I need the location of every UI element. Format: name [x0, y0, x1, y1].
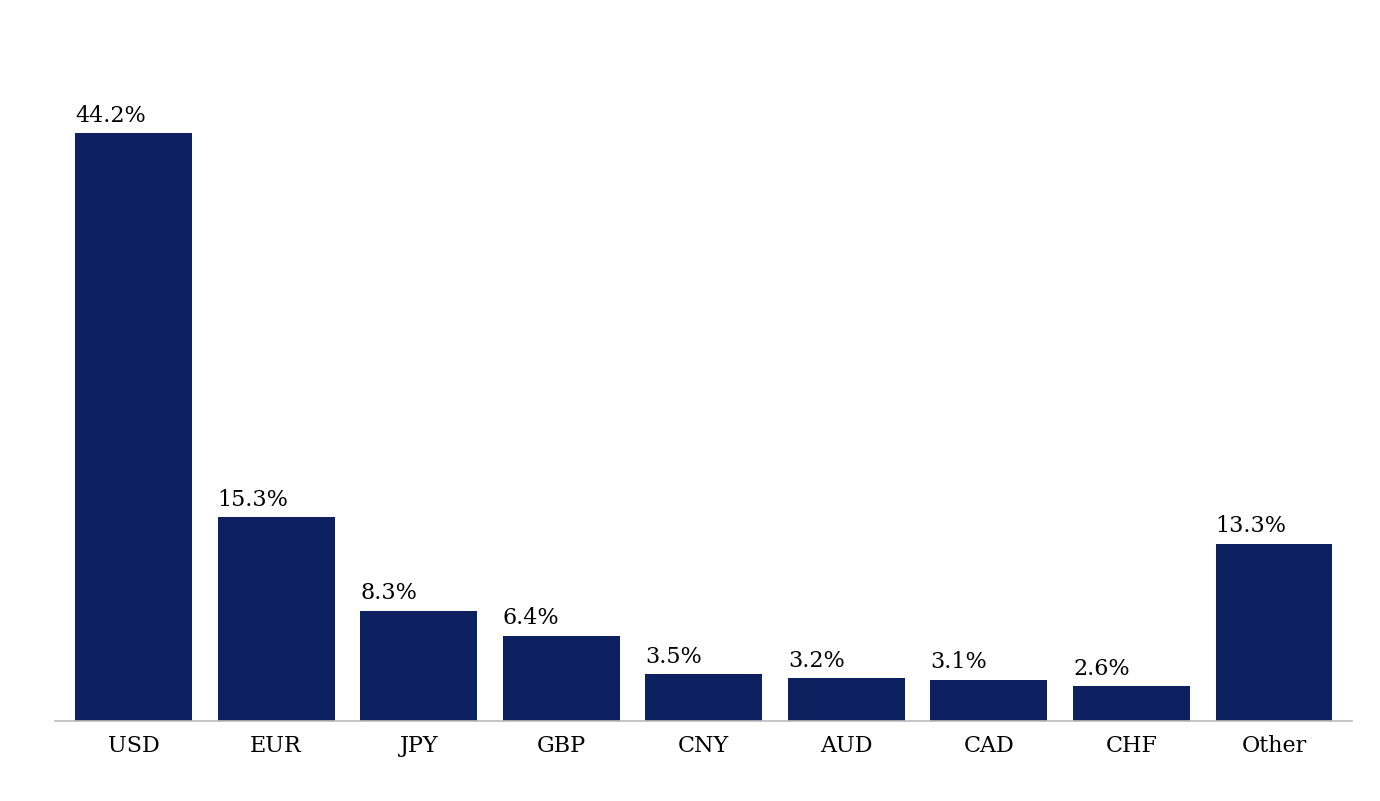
Text: 3.2%: 3.2%: [788, 650, 845, 672]
Bar: [502, 636, 620, 721]
Text: 2.6%: 2.6%: [1074, 658, 1130, 680]
Text: 6.4%: 6.4%: [502, 607, 559, 629]
Text: 3.1%: 3.1%: [930, 651, 987, 673]
Text: 13.3%: 13.3%: [1216, 515, 1286, 537]
Bar: [788, 678, 905, 721]
Bar: [930, 680, 1047, 721]
Bar: [218, 517, 334, 721]
Text: 8.3%: 8.3%: [360, 582, 417, 604]
Text: 3.5%: 3.5%: [646, 646, 702, 668]
Bar: [360, 610, 477, 721]
Text: 15.3%: 15.3%: [218, 489, 288, 511]
Bar: [1216, 544, 1333, 721]
Bar: [1074, 686, 1190, 721]
Bar: [646, 674, 762, 721]
Bar: [75, 133, 192, 721]
Text: 44.2%: 44.2%: [75, 105, 146, 127]
